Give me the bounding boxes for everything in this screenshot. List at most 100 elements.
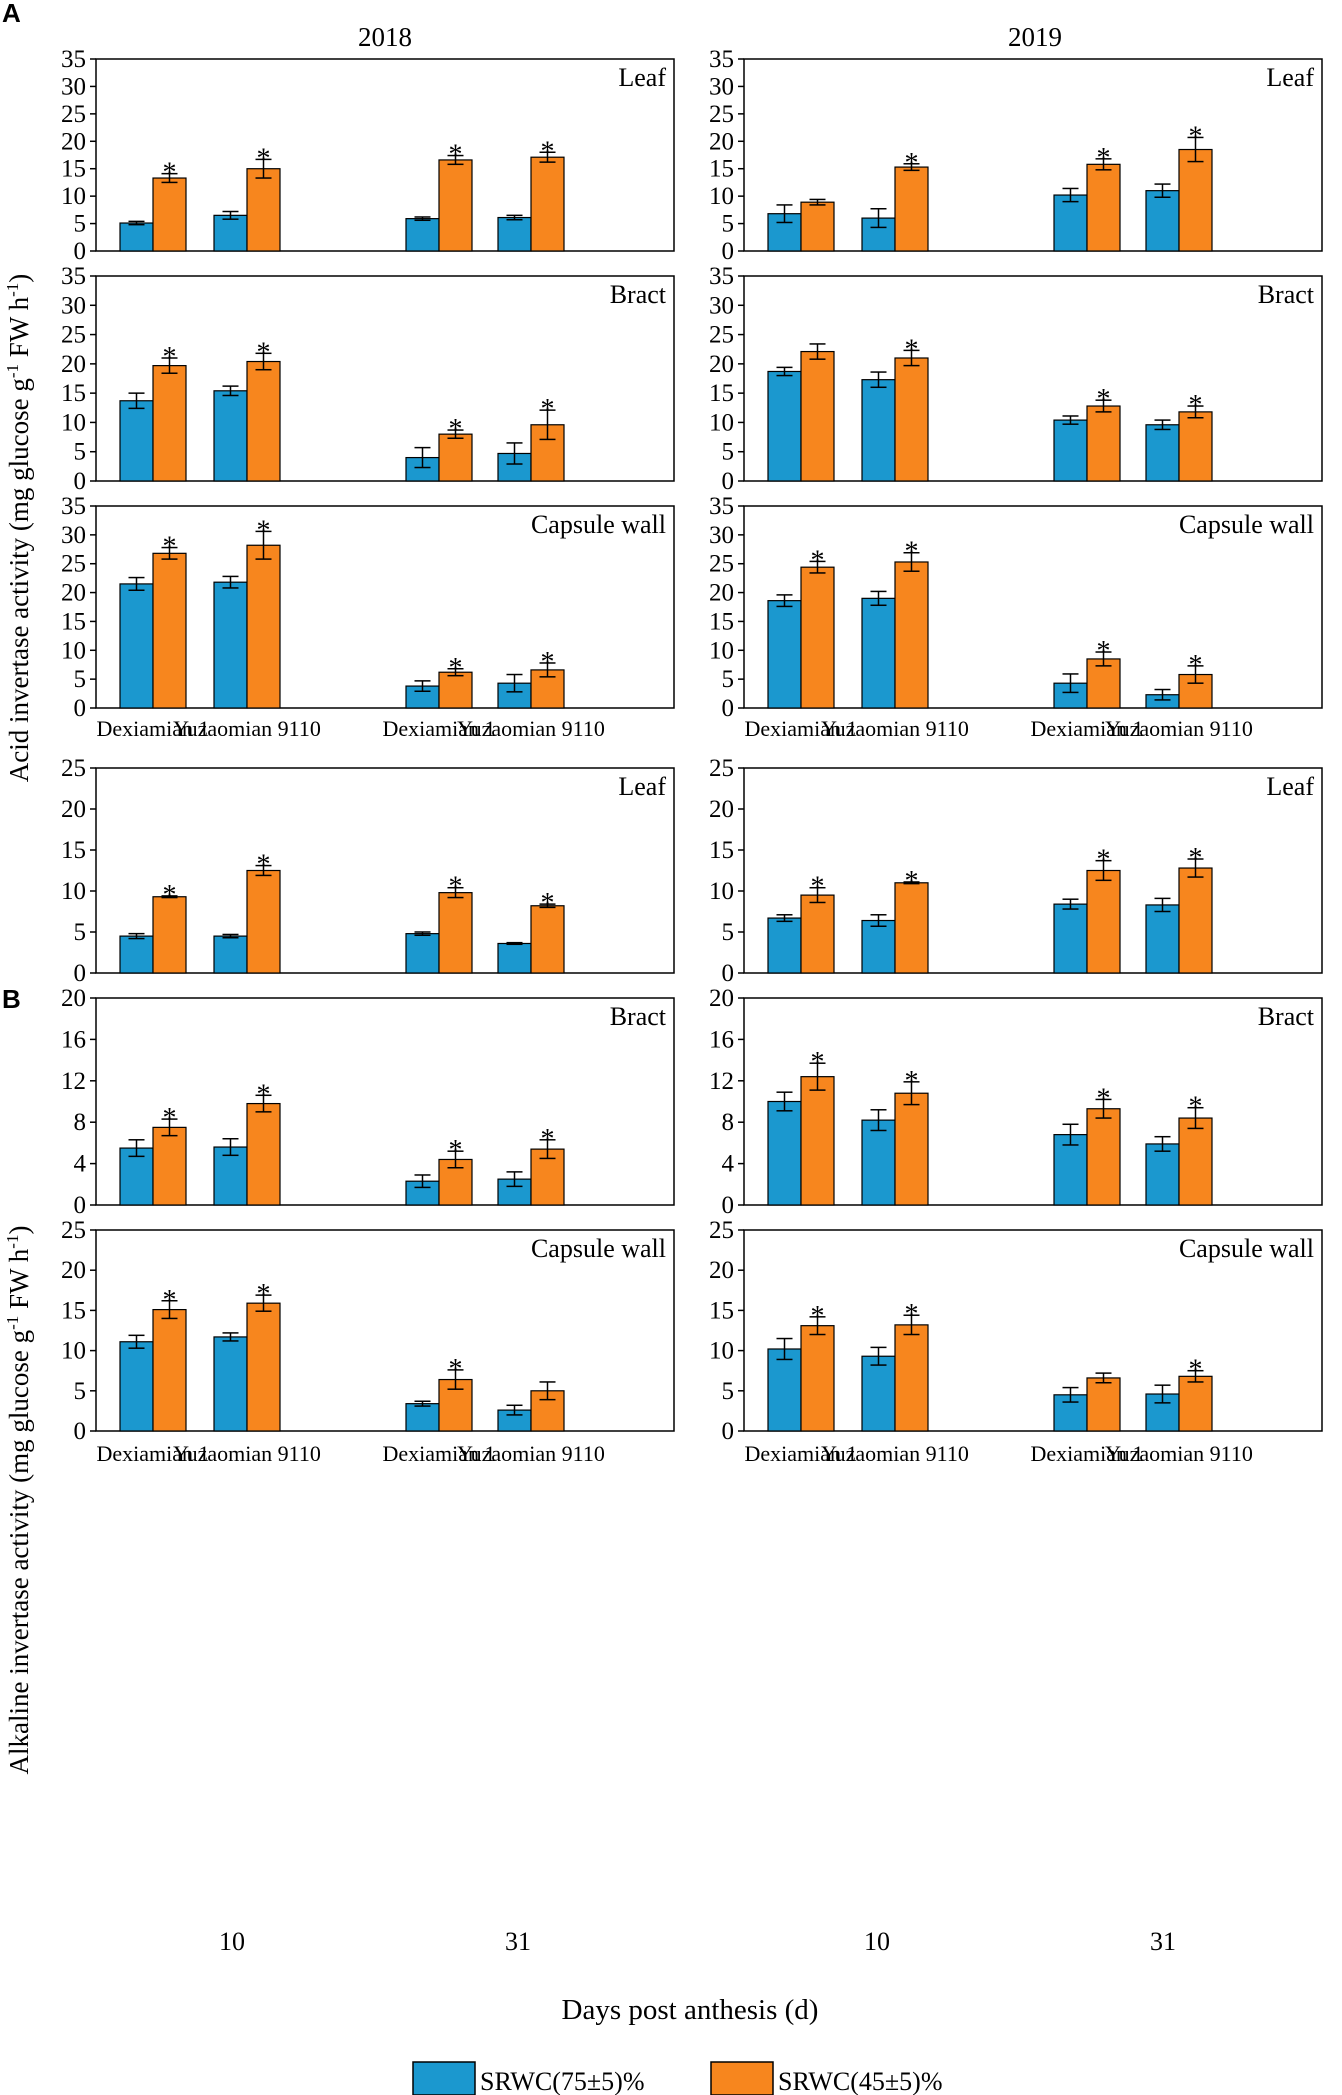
y-tick-label: 20 (61, 351, 86, 378)
y-tick-label: 10 (709, 878, 734, 905)
y-tick-label: 15 (709, 156, 734, 183)
y-tick-label: 35 (61, 263, 86, 290)
bar-srwc45 (246, 1102, 281, 1206)
y-tick-label: 0 (74, 695, 87, 722)
significance-asterisk: * (1189, 390, 1203, 421)
y-tick-label: 0 (722, 695, 735, 722)
cultivar-label: Dexiamian 1 (744, 716, 857, 741)
y-tick-label: 30 (61, 73, 86, 100)
y-tick-label: 0 (74, 1418, 87, 1445)
day-label-10-left: 10 (219, 1927, 245, 1956)
y-tick-label: 10 (709, 409, 734, 436)
y-tick-label: 0 (74, 1192, 87, 1219)
bar-srwc75 (861, 379, 896, 482)
legend-swatch-srwc45 (710, 2061, 774, 2095)
y-tick-label: 5 (722, 919, 735, 946)
plot-frame (743, 1229, 1323, 1432)
significance-asterisk: * (257, 515, 271, 546)
bar-srwc75 (767, 1100, 802, 1206)
y-tick-label: 25 (61, 755, 86, 782)
y-tick-label: 16 (61, 1026, 86, 1053)
y-tick-label: 30 (61, 292, 86, 319)
bar-srwc75 (1053, 1134, 1088, 1206)
y-axis-title-acid: Acid invertase activity (mg glucose g-1 … (3, 274, 34, 783)
y-tick-label: 0 (722, 1192, 735, 1219)
chart-b-2019-capsule-wall: 0 5 10 15 20 25 Capsule wall * * * (709, 1217, 1323, 1445)
chart-b-2019-leaf: 0 5 10 15 20 25 Leaf * * * * (709, 755, 1323, 987)
significance-asterisk: * (1189, 1092, 1203, 1123)
x-axis-title: Days post anthesis (d) (562, 1994, 819, 2026)
significance-asterisk: * (811, 545, 825, 576)
panel-letter-b: B (2, 984, 21, 1014)
significance-asterisk: * (449, 653, 463, 684)
bar-srwc75 (1053, 194, 1088, 252)
y-tick-label: 10 (61, 1338, 86, 1365)
y-tick-label: 0 (74, 238, 87, 265)
organ-label: Capsule wall (531, 510, 666, 539)
y-tick-label: 5 (74, 211, 87, 238)
bar-srwc75 (861, 1355, 896, 1432)
bar-srwc45 (438, 671, 473, 709)
bar-srwc45 (246, 360, 281, 482)
bar-srwc45 (800, 894, 835, 974)
bar-srwc45 (894, 882, 929, 974)
y-tick-label: 5 (722, 666, 735, 693)
y-tick-label: 8 (722, 1109, 735, 1136)
bar-srwc45 (1178, 411, 1213, 482)
chart-b-2018-bract: 0 4 8 12 16 20 Bract * * * * (61, 985, 675, 1219)
significance-asterisk: * (257, 337, 271, 368)
organ-label: Capsule wall (1179, 1234, 1314, 1263)
bar-srwc75 (119, 222, 154, 252)
y-tick-label: 25 (709, 755, 734, 782)
y-tick-label: 35 (61, 493, 86, 520)
bar-srwc75 (405, 218, 440, 252)
significance-asterisk: * (163, 342, 177, 373)
bar-srwc75 (497, 942, 532, 974)
bar-srwc45 (800, 1325, 835, 1432)
bar-srwc75 (119, 935, 154, 974)
significance-asterisk: * (449, 1354, 463, 1385)
significance-asterisk: * (449, 140, 463, 171)
significance-asterisk: * (1097, 143, 1111, 174)
organ-label: Bract (610, 1002, 667, 1031)
significance-asterisk: * (257, 850, 271, 881)
y-tick-label: 25 (61, 551, 86, 578)
y-tick-label: 20 (709, 128, 734, 155)
y-tick-label: 15 (61, 608, 86, 635)
bar-srwc45 (438, 159, 473, 252)
significance-asterisk: * (163, 880, 177, 911)
y-tick-label: 0 (722, 468, 735, 495)
cultivar-label: Dexiamian 1 (382, 1441, 495, 1466)
bar-srwc75 (119, 400, 154, 482)
bar-srwc75 (1145, 1143, 1180, 1206)
y-tick-label: 20 (709, 1257, 734, 1284)
chart-b-2018-leaf: 0 5 10 15 20 25 Leaf * * * * (61, 755, 675, 987)
legend: SRWC(75±5)% SRWC(45±5)% (412, 2061, 943, 2095)
cultivar-label: Yuzaomian 9110 (1105, 1441, 1253, 1466)
legend-label-srwc75: SRWC(75±5)% (480, 2067, 645, 2095)
y-tick-label: 20 (709, 580, 734, 607)
organ-label: Leaf (1266, 63, 1314, 92)
significance-asterisk: * (905, 866, 919, 897)
y-tick-label: 10 (709, 183, 734, 210)
cultivar-label: Dexiamian 1 (96, 716, 209, 741)
y-tick-label: 25 (61, 322, 86, 349)
bar-srwc45 (246, 168, 281, 252)
plot-frame (743, 275, 1323, 482)
bar-srwc75 (497, 216, 532, 252)
y-tick-label: 15 (61, 837, 86, 864)
y-tick-label: 20 (709, 985, 734, 1012)
plot-frame (95, 767, 675, 974)
y-tick-label: 0 (722, 1418, 735, 1445)
bar-srwc75 (1145, 190, 1180, 252)
organ-label: Capsule wall (531, 1234, 666, 1263)
bar-srwc75 (119, 1341, 154, 1432)
day-label-31-left: 31 (505, 1927, 531, 1956)
bar-srwc45 (894, 357, 929, 482)
y-tick-label: 5 (74, 1378, 87, 1405)
chart-b-2018-capsule-wall: 0 5 10 15 20 25 Capsule wall * * * (61, 1217, 675, 1445)
significance-asterisk: * (1097, 845, 1111, 876)
y-tick-label: 15 (709, 608, 734, 635)
significance-asterisk: * (449, 414, 463, 445)
